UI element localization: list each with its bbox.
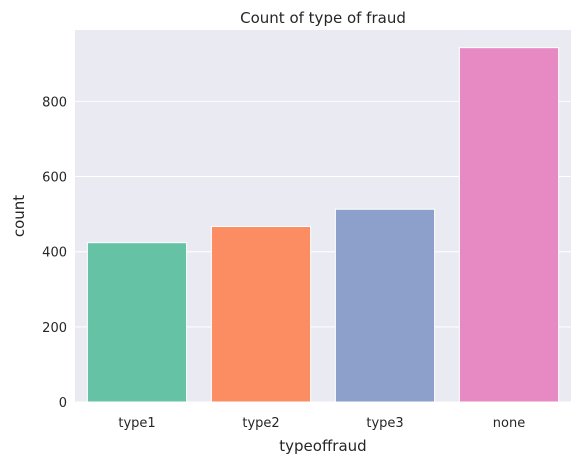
x-tick-label: type1 bbox=[118, 416, 155, 431]
y-tick-label: 200 bbox=[42, 321, 67, 336]
y-tick-labels: 0 200 400 600 800 bbox=[42, 95, 67, 411]
bar-type2 bbox=[210, 226, 312, 403]
x-tick-label: none bbox=[493, 416, 525, 431]
x-tick-label: type2 bbox=[242, 416, 279, 431]
bar-none bbox=[458, 47, 560, 403]
y-tick-label: 0 bbox=[59, 396, 67, 411]
y-axis-label: count bbox=[10, 195, 28, 237]
bar-type1 bbox=[86, 242, 188, 403]
bar-type3 bbox=[334, 208, 436, 403]
y-tick-label: 400 bbox=[42, 246, 67, 261]
bars bbox=[86, 47, 560, 403]
chart-title: Count of type of fraud bbox=[240, 9, 406, 27]
x-tick-labels: type1 type2 type3 none bbox=[118, 416, 525, 431]
x-tick-label: type3 bbox=[366, 416, 403, 431]
x-axis-label: typeoffraud bbox=[279, 437, 366, 455]
y-tick-label: 800 bbox=[42, 95, 67, 110]
y-tick-label: 600 bbox=[42, 171, 67, 186]
